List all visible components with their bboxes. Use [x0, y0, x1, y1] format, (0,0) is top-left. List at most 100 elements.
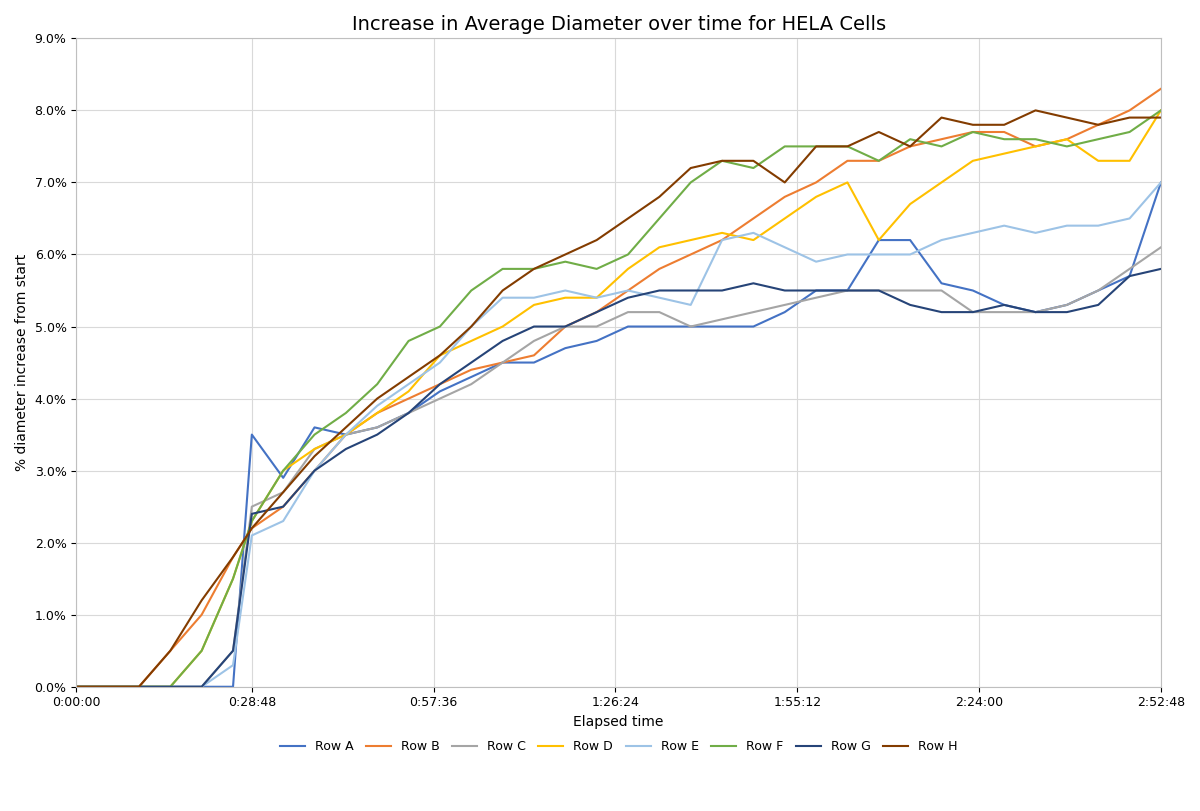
Row B: [527, 350, 541, 360]
Row C: [194, 682, 209, 692]
Row G: [620, 293, 635, 303]
Row H: [809, 142, 823, 152]
Y-axis label: % diameter increase from start: % diameter increase from start: [14, 254, 29, 471]
Row F: [194, 646, 209, 655]
Legend: Row A, Row B, Row C, Row D, Row E, Row F, Row G, Row H: Row A, Row B, Row C, Row D, Row E, Row F…: [275, 736, 962, 758]
Row C: [652, 307, 666, 317]
Row A: [496, 358, 510, 367]
Row H: [778, 178, 792, 187]
Row C: [620, 307, 635, 317]
Row G: [652, 285, 666, 295]
Row B: [997, 127, 1012, 137]
Row C: [966, 307, 980, 317]
Row G: [871, 285, 886, 295]
Row D: [558, 293, 572, 303]
Row F: [338, 408, 353, 418]
Row F: [778, 142, 792, 152]
Row E: [620, 285, 635, 295]
Row H: [558, 250, 572, 260]
Row G: [163, 682, 178, 692]
Row F: [101, 682, 115, 692]
Row D: [902, 200, 917, 209]
Line: Row D: Row D: [77, 110, 1160, 687]
Row E: [1091, 221, 1105, 230]
Row C: [527, 336, 541, 345]
Row D: [652, 242, 666, 252]
Row D: [245, 516, 259, 526]
Row E: [652, 293, 666, 303]
Row F: [652, 213, 666, 223]
Row B: [715, 235, 730, 245]
Row E: [527, 293, 541, 303]
Row B: [496, 358, 510, 367]
Row H: [496, 285, 510, 295]
Row B: [809, 178, 823, 187]
Row E: [307, 466, 322, 475]
Row F: [997, 135, 1012, 144]
Row E: [778, 242, 792, 252]
Row A: [778, 307, 792, 317]
Row B: [778, 192, 792, 202]
Row F: [132, 682, 146, 692]
Row B: [1028, 142, 1043, 152]
Row B: [132, 682, 146, 692]
Row F: [527, 264, 541, 274]
Row B: [245, 523, 259, 533]
Row C: [401, 408, 415, 418]
Row E: [245, 530, 259, 540]
Row A: [370, 423, 384, 432]
Row D: [464, 336, 479, 345]
Row A: [132, 682, 146, 692]
Row F: [1060, 142, 1074, 152]
Row D: [226, 574, 240, 584]
Row C: [1060, 300, 1074, 310]
Row C: [226, 646, 240, 655]
Row A: [245, 430, 259, 440]
Row B: [464, 365, 479, 375]
Row E: [902, 250, 917, 260]
Row E: [433, 358, 448, 367]
Line: Row A: Row A: [77, 182, 1160, 687]
Row E: [840, 250, 854, 260]
Row E: [194, 682, 209, 692]
Line: Row F: Row F: [77, 110, 1160, 687]
Row F: [966, 127, 980, 137]
Row C: [370, 423, 384, 432]
Row C: [715, 315, 730, 324]
Row A: [1091, 285, 1105, 295]
Row E: [1028, 228, 1043, 238]
Row B: [558, 322, 572, 332]
Row B: [1091, 120, 1105, 130]
Row C: [101, 682, 115, 692]
Row G: [746, 278, 761, 288]
Row G: [1060, 307, 1074, 317]
Row C: [307, 444, 322, 454]
Row D: [132, 682, 146, 692]
Row E: [226, 660, 240, 670]
Row F: [1028, 135, 1043, 144]
Row A: [338, 430, 353, 440]
Row C: [276, 487, 290, 497]
Row C: [902, 285, 917, 295]
Row G: [997, 300, 1012, 310]
Row E: [1153, 178, 1168, 187]
Row F: [1153, 105, 1168, 115]
Row A: [558, 343, 572, 353]
Row E: [558, 285, 572, 295]
Row D: [1028, 142, 1043, 152]
Line: Row B: Row B: [77, 88, 1160, 687]
Row F: [401, 336, 415, 345]
Row H: [902, 142, 917, 152]
Row A: [401, 408, 415, 418]
Row H: [245, 523, 259, 533]
Row D: [527, 300, 541, 310]
Row C: [496, 358, 510, 367]
Row D: [433, 350, 448, 360]
Row D: [70, 682, 84, 692]
Row D: [401, 387, 415, 397]
Row A: [226, 682, 240, 692]
Row G: [226, 646, 240, 655]
Row A: [935, 278, 949, 288]
Row G: [558, 322, 572, 332]
Row B: [1153, 84, 1168, 93]
